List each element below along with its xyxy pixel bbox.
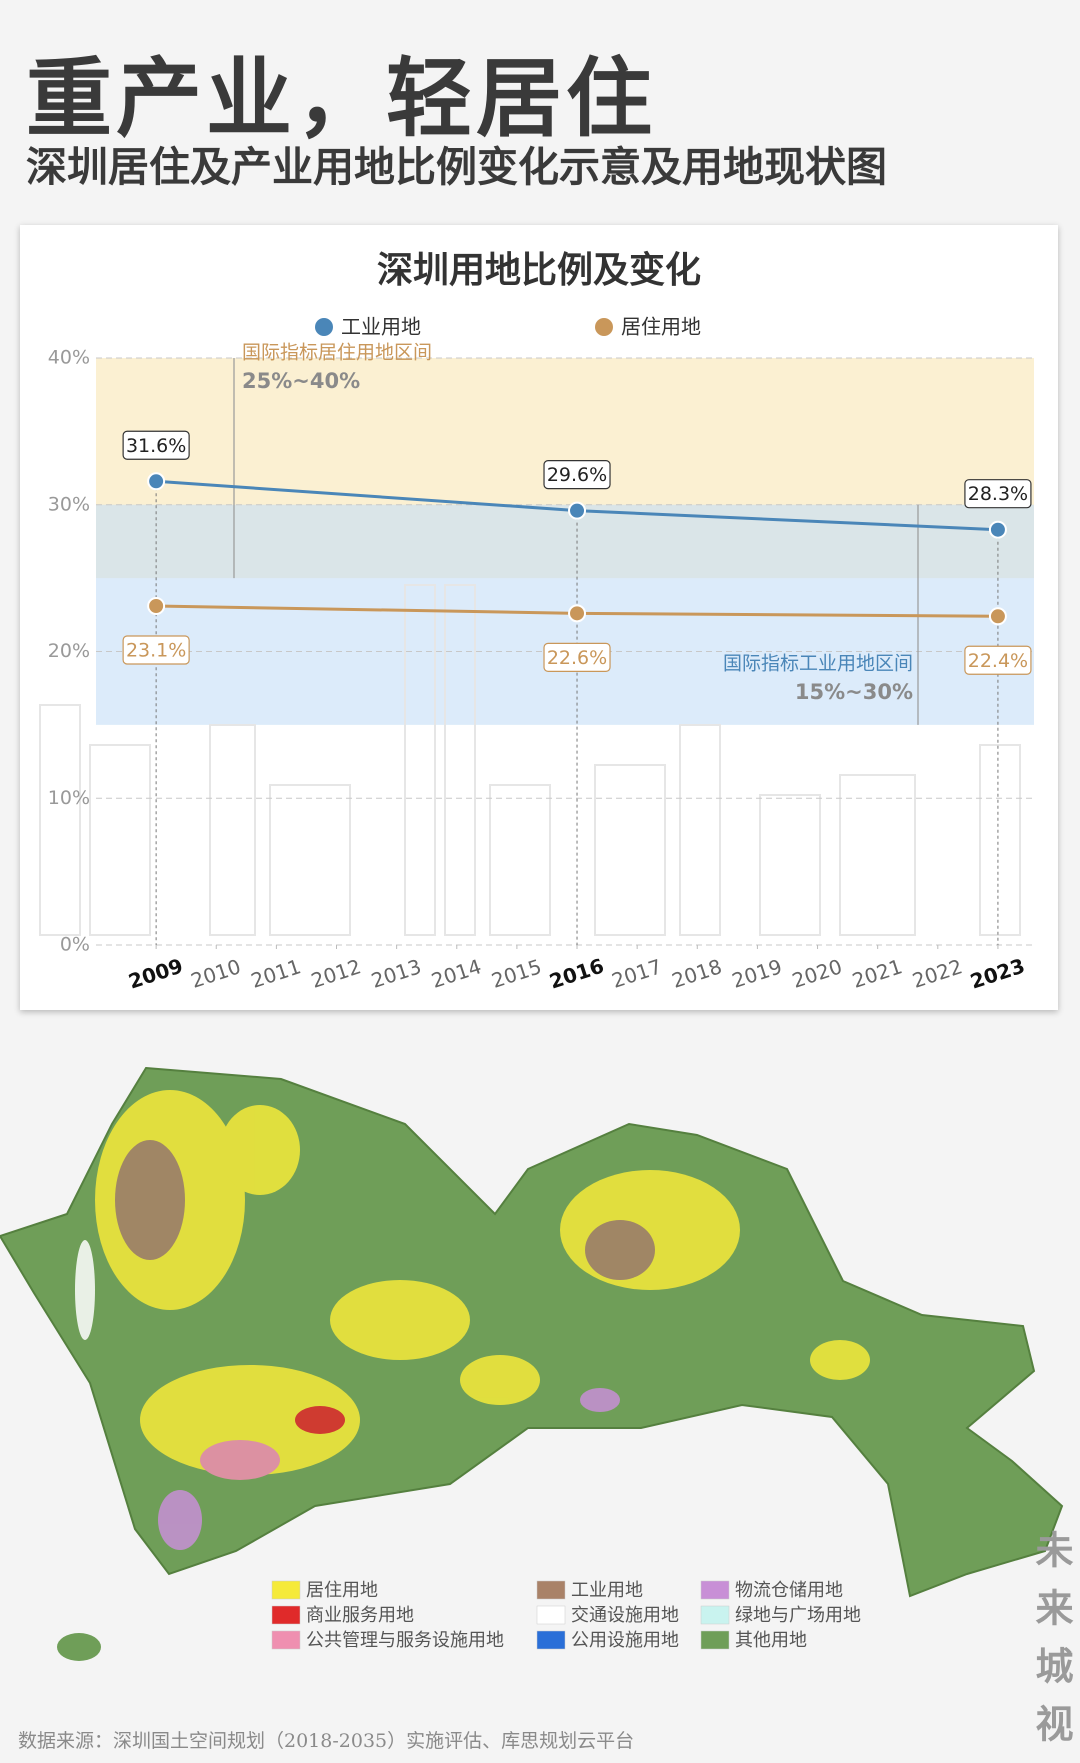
data-point <box>568 604 587 623</box>
data-source: 数据来源：深圳国土空间规划（2018-2035）实施评估、库思规划云平台 <box>18 1730 635 1752</box>
value-label: 29.6% <box>547 464 607 486</box>
map-legend-label: 物流仓储用地 <box>735 1580 843 1601</box>
legend-swatch <box>315 318 333 336</box>
x-tick-label: 2012 <box>308 954 364 993</box>
y-tick-label: 30% <box>48 493 90 515</box>
legend-label: 居住用地 <box>621 315 701 339</box>
x-tick-label: 2009 <box>125 954 185 994</box>
data-point <box>568 501 587 520</box>
band-range-label: 15%~30% <box>795 680 913 704</box>
map-legend-swatch <box>271 1580 301 1600</box>
page-subtitle: 深圳居住及产业用地比例变化示意及用地现状图 <box>26 143 887 191</box>
legend-swatch <box>595 318 613 336</box>
x-tick-label: 2013 <box>368 954 424 993</box>
map-island <box>57 1633 101 1661</box>
value-label: 22.6% <box>547 647 607 669</box>
map-legend-label: 工业用地 <box>571 1580 643 1601</box>
x-tick-label: 2022 <box>909 954 965 993</box>
value-label: 28.3% <box>968 483 1028 505</box>
chart-card: 深圳用地比例及变化 0% 10% 20% 30% 40% 国际指标居住用地区间 25%~40… <box>20 225 1058 1010</box>
x-tick-label: 2020 <box>789 954 845 993</box>
map-legend-label: 绿地与广场用地 <box>735 1605 861 1626</box>
x-tick-label: 2014 <box>428 954 484 993</box>
map-land-use <box>75 1090 870 1550</box>
value-label-box <box>122 635 190 665</box>
map-legend-swatch <box>536 1605 566 1625</box>
data-point <box>988 607 1007 626</box>
value-label-box <box>543 460 611 490</box>
skyline <box>39 584 1021 936</box>
page-title: 重产业，轻居住 <box>26 48 656 149</box>
map-legend-label: 商业服务用地 <box>306 1605 414 1626</box>
legend-item: 工业用地 <box>315 315 421 339</box>
value-label: 31.6% <box>126 435 186 457</box>
map-legend-swatch <box>700 1580 730 1600</box>
chart: 深圳用地比例及变化 0% 10% 20% 30% 40% 国际指标居住用地区间 25%~40… <box>39 249 1034 994</box>
x-tick-label: 2011 <box>248 954 304 993</box>
band-label: 国际指标居住用地区间 <box>242 342 432 364</box>
x-tick-label: 2017 <box>609 954 665 993</box>
map-legend-swatch <box>536 1630 566 1650</box>
legend-item: 居住用地 <box>595 315 701 339</box>
map-legend-label: 交通设施用地 <box>571 1605 679 1626</box>
value-label-box <box>964 645 1032 675</box>
watermark: 未来城视 <box>1029 1530 1074 1762</box>
value-label: 23.1% <box>126 640 186 662</box>
value-label: 22.4% <box>968 650 1028 672</box>
x-tick-label: 2019 <box>729 954 785 993</box>
value-label-box <box>543 642 611 672</box>
data-point <box>988 520 1007 539</box>
band-label: 国际指标工业用地区间 <box>723 653 913 675</box>
y-tick-label: 20% <box>48 640 90 662</box>
map-legend-swatch <box>271 1605 301 1625</box>
value-label-box <box>964 479 1032 509</box>
y-tick-label: 10% <box>48 787 90 809</box>
map-legend-label: 其他用地 <box>735 1630 807 1651</box>
map-legend-label: 公共管理与服务设施用地 <box>306 1630 504 1651</box>
x-tick-label: 2018 <box>669 954 725 993</box>
map-legend-swatch <box>536 1580 566 1600</box>
map-legend-label: 居住用地 <box>306 1580 378 1601</box>
x-tick-label: 2015 <box>489 954 545 993</box>
map-legend-swatch <box>700 1605 730 1625</box>
map-legend-swatch <box>700 1630 730 1650</box>
map-legend-swatch <box>271 1630 301 1650</box>
legend-label: 工业用地 <box>341 315 421 339</box>
chart-title: 深圳用地比例及变化 <box>377 249 701 291</box>
map-legend-label: 公用设施用地 <box>571 1630 679 1651</box>
y-tick-label: 0% <box>60 934 90 956</box>
value-label-box <box>122 430 190 460</box>
x-tick-label: 2010 <box>188 954 244 993</box>
x-tick-label: 2021 <box>849 954 905 993</box>
data-point <box>147 597 166 616</box>
x-tick-label: 2023 <box>967 954 1027 994</box>
y-tick-label: 40% <box>48 347 90 369</box>
data-point <box>147 472 166 491</box>
x-tick-label: 2016 <box>546 954 606 994</box>
band-range-label: 25%~40% <box>242 369 360 393</box>
